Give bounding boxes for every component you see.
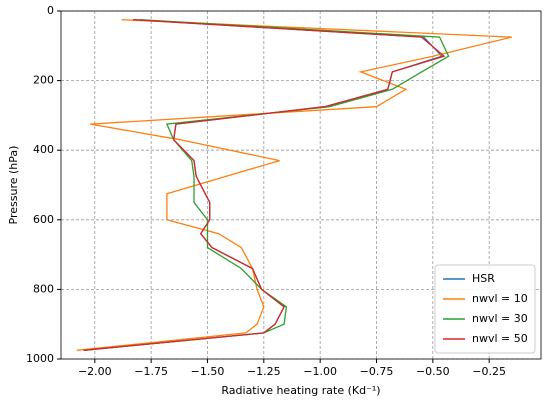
- y-tick-label: 800: [33, 282, 54, 295]
- y-tick-label: 400: [33, 143, 54, 156]
- legend-label: nwvl = 10: [472, 292, 528, 305]
- legend: HSR nwvl = 10 nwvl = 30 nwvl = 50: [434, 264, 536, 354]
- x-tick-label: −0.75: [360, 365, 394, 378]
- x-tick-label: −1.00: [303, 365, 337, 378]
- x-tick-label: −0.50: [416, 365, 450, 378]
- y-tick-label: 200: [33, 74, 54, 87]
- x-tick-label: −2.00: [78, 365, 112, 378]
- legend-box: [434, 264, 536, 354]
- y-tick-label: 1000: [26, 352, 54, 365]
- x-tick-label: −1.75: [134, 365, 168, 378]
- series-line: [83, 19, 446, 351]
- series-line: [83, 19, 450, 351]
- series-line: [83, 19, 443, 351]
- legend-label: nwvl = 30: [472, 312, 528, 325]
- plot-frame: [60, 10, 542, 360]
- x-axis-label: Radiative heating rate (Kd⁻¹): [221, 384, 380, 397]
- y-axis-label: Pressure (hPa): [7, 146, 20, 225]
- x-tick-label: −1.25: [247, 365, 281, 378]
- series-line: [76, 19, 512, 351]
- y-tick-label: 0: [47, 4, 54, 17]
- legend-label: HSR: [472, 272, 495, 285]
- y-tick-label: 600: [33, 213, 54, 226]
- x-tick-label: −0.25: [472, 365, 506, 378]
- x-tick-label: −1.50: [191, 365, 225, 378]
- legend-label: nwvl = 50: [472, 332, 528, 345]
